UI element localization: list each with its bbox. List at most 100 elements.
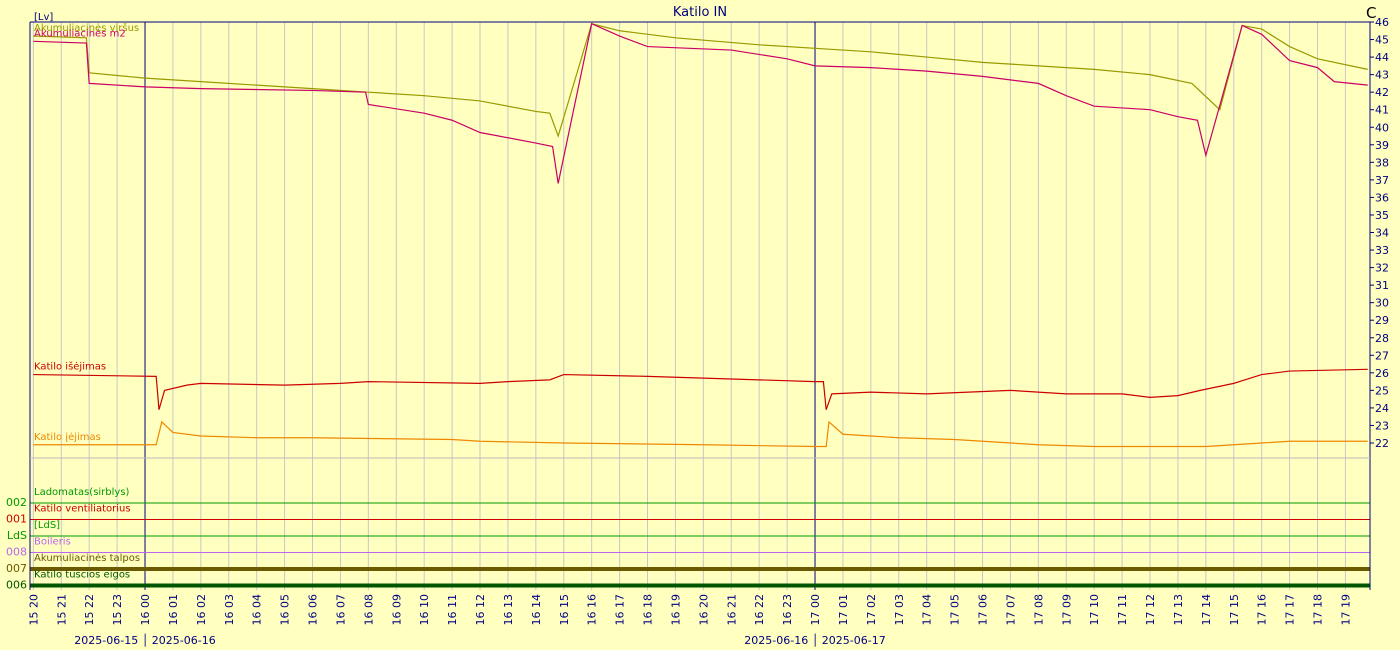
y-tick-label: 44 [1375, 51, 1389, 64]
y-tick-label: 36 [1375, 191, 1389, 204]
x-tick-label: 16 11 [446, 594, 459, 626]
track-name: Katilo tuscios eigos [34, 570, 130, 581]
series-label: Akumuliacinės viršus [34, 22, 139, 34]
y-tick-label: 34 [1375, 227, 1389, 240]
x-tick-label: 16 19 [669, 594, 682, 626]
x-tick-label: 16 22 [753, 594, 766, 626]
x-tick-label: 17 05 [949, 594, 962, 626]
x-tick-label: 17 19 [1339, 594, 1352, 626]
y-tick-label: 23 [1375, 419, 1389, 432]
track-name: Boileris [34, 537, 71, 548]
digital-tracks [30, 502, 1370, 588]
x-tick-label: 17 00 [809, 594, 822, 626]
x-tick-label: 17 11 [1116, 594, 1129, 626]
x-tick-label: 17 09 [1060, 594, 1073, 626]
track-name: [LdS] [34, 520, 60, 531]
y-tick-label: 29 [1375, 314, 1389, 327]
x-tick-label: 16 16 [586, 594, 599, 626]
x-tick-label: 16 18 [642, 594, 655, 626]
x-tick-label: 16 15 [558, 594, 571, 626]
track-code: 002 [6, 496, 27, 509]
x-tick-label: 16 04 [251, 594, 264, 626]
x-tick-label: 16 05 [279, 594, 292, 626]
x-tick-label: 16 02 [195, 594, 208, 626]
x-tick-label: 16 23 [781, 594, 794, 626]
y-tick-label: 42 [1375, 86, 1389, 99]
series-line [33, 368, 1368, 410]
x-tick-label: 15 21 [55, 594, 68, 626]
date-label: 2025-06-16 │ 2025-06-17 [744, 633, 885, 647]
x-tick-label: 15 20 [27, 594, 40, 626]
y-tick-label: 45 [1375, 34, 1389, 47]
x-tick-label: 17 17 [1284, 594, 1297, 626]
track-code: 008 [6, 546, 27, 559]
series-line [33, 420, 1368, 448]
track-name: Akumuliacinės talpos [34, 553, 140, 564]
x-tick-label: 16 00 [139, 594, 152, 626]
x-tick-label: 16 20 [697, 594, 710, 626]
x-tick-label: 17 07 [1004, 594, 1017, 626]
y-tick-label: 32 [1375, 262, 1389, 275]
track-name: Katilo ventiliatorius [34, 504, 131, 515]
x-tick-label: 17 13 [1172, 594, 1185, 626]
x-tick-label: 16 17 [614, 594, 627, 626]
x-tick-label: 16 12 [474, 594, 487, 626]
x-tick-label: 16 07 [334, 594, 347, 626]
y-tick-label: 46 [1375, 16, 1389, 29]
right-unit: C [1366, 4, 1376, 22]
y-tick-label: 31 [1375, 279, 1389, 292]
x-tick-label: 16 01 [167, 594, 180, 626]
y-tick-label: 35 [1375, 209, 1389, 222]
x-tick-label: 17 08 [1032, 594, 1045, 626]
track-code: LdS [7, 529, 27, 542]
x-tick-label: 17 16 [1256, 594, 1269, 626]
y-tick-label: 33 [1375, 244, 1389, 257]
y-tick-label: 41 [1375, 104, 1389, 117]
y-tick-label: 43 [1375, 69, 1389, 82]
y-tick-label: 38 [1375, 156, 1389, 169]
grid [32, 22, 1346, 590]
y-tick-label: 26 [1375, 367, 1389, 380]
left-unit: [Lv] [34, 12, 53, 23]
x-tick-label: 17 01 [837, 594, 850, 626]
x-tick-label: 15 22 [83, 594, 96, 626]
track-code: 006 [6, 579, 27, 592]
x-tick-label: 17 02 [865, 594, 878, 626]
x-tick-label: 16 13 [502, 594, 515, 626]
x-tick-label: 17 15 [1228, 594, 1241, 626]
x-tick-label: 15 23 [111, 594, 124, 626]
track-name: Ladomatas(sirblys) [34, 487, 130, 498]
y-tick-label: 40 [1375, 121, 1389, 134]
x-tick-label: 16 21 [725, 594, 738, 626]
y-tick-label: 24 [1375, 402, 1389, 415]
x-tick-label: 16 14 [530, 594, 543, 626]
x-tick-label: 17 18 [1312, 594, 1325, 626]
x-tick-label: 16 09 [390, 594, 403, 626]
y-tick-label: 28 [1375, 332, 1389, 345]
date-label: 2025-06-15 │ 2025-06-16 [74, 633, 215, 647]
series [33, 22, 1368, 448]
x-tick-label: 16 03 [223, 594, 236, 626]
x-tick-label: 17 03 [893, 594, 906, 626]
x-tick-label: 17 10 [1088, 594, 1101, 626]
y-tick-label: 39 [1375, 139, 1389, 152]
series-line [33, 22, 1368, 184]
y-tick-label: 25 [1375, 384, 1389, 397]
x-tick-label: 17 06 [977, 594, 990, 626]
x-tick-label: 16 06 [307, 594, 320, 626]
chart-title: Katilo IN [673, 5, 727, 20]
track-code: 007 [6, 562, 27, 575]
y-tick-label: 22 [1375, 437, 1389, 450]
x-tick-label: 17 14 [1200, 594, 1213, 626]
y-tick-label: 27 [1375, 349, 1389, 362]
x-tick-label: 16 08 [362, 594, 375, 626]
y-tick-label: 30 [1375, 297, 1389, 310]
x-tick-label: 17 12 [1144, 594, 1157, 626]
y-tick-label: 37 [1375, 174, 1389, 187]
series-label: Katilo įėjimas [34, 432, 101, 443]
series-label: Katilo išėjimas [34, 361, 106, 373]
x-tick-label: 16 10 [418, 594, 431, 626]
track-code: 001 [6, 513, 27, 526]
